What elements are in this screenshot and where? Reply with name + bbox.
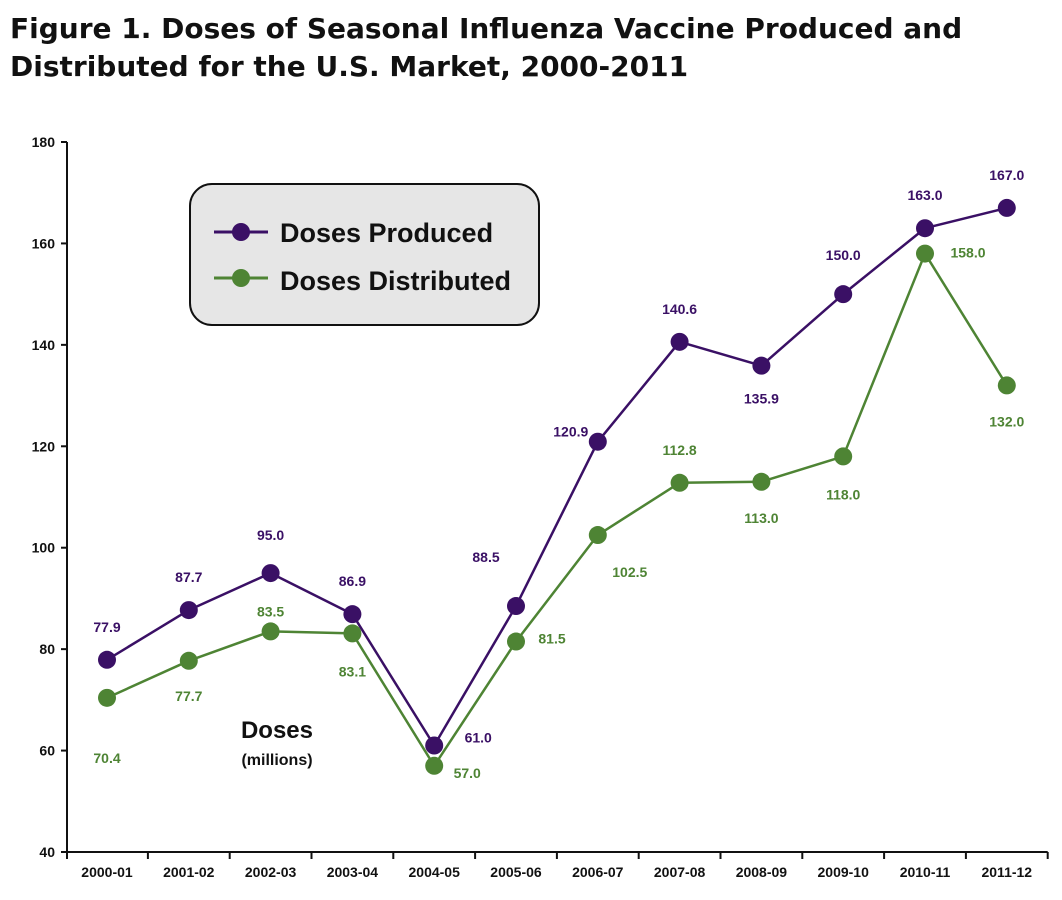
data-point-doses-produced-2008-09	[752, 356, 771, 375]
axes: 40 60 80 100 120 140 160 180 2000-01 2001-02 2002-…	[32, 134, 1049, 880]
data-label-doses-distributed-2003-04: 83.1	[339, 663, 366, 679]
data-label-doses-produced-2006-07: 120.9	[553, 424, 588, 440]
data-point-doses-distributed-2003-04	[343, 624, 362, 643]
data-point-doses-produced-2003-04	[343, 605, 362, 624]
y-tick-label-140: 140	[32, 337, 56, 353]
data-point-doses-distributed-2005-06	[507, 632, 525, 651]
y-tick-label-80: 80	[39, 641, 55, 657]
data-point-doses-produced-2002-03	[261, 564, 280, 583]
data-label-doses-distributed-2005-06: 81.5	[538, 631, 565, 647]
data-point-doses-produced-2000-01	[98, 650, 116, 669]
data-label-doses-produced-2009-10: 150.0	[826, 247, 861, 263]
x-tick-label-2009-10: 2009-10	[818, 864, 870, 880]
legend-label-doses-produced: Doses Produced	[280, 218, 493, 248]
data-label-doses-distributed-2004-05: 57.0	[454, 765, 481, 781]
x-tick-label-2000-01: 2000-01	[81, 864, 133, 880]
legend-swatch-marker-doses-distributed	[232, 269, 250, 287]
data-label-doses-distributed-2006-07: 102.5	[612, 564, 647, 580]
data-point-doses-distributed-2004-05	[425, 756, 444, 775]
y-axis-unit-label: (millions)	[241, 752, 312, 769]
series	[98, 198, 1016, 775]
data-point-doses-distributed-2000-01	[98, 688, 116, 707]
data-point-doses-distributed-2009-10	[834, 447, 853, 466]
x-tick-label-2010-11: 2010-11	[900, 864, 951, 880]
data-label-doses-produced-2003-04: 86.9	[339, 573, 366, 589]
data-label-doses-produced-2005-06: 88.5	[472, 549, 499, 565]
data-label-doses-distributed-2002-03: 83.5	[257, 603, 284, 619]
x-tick-label-2004-05: 2004-05	[409, 864, 461, 880]
y-axis-title: Doses (millions)	[241, 717, 313, 769]
data-point-doses-distributed-2010-11	[916, 244, 934, 263]
data-point-doses-produced-2010-11	[916, 219, 934, 238]
y-tick-label-120: 120	[32, 438, 56, 454]
data-label-doses-produced-2011-12: 167.0	[989, 167, 1024, 183]
data-label-doses-produced-2004-05: 61.0	[465, 730, 492, 746]
y-tick-label-40: 40	[39, 844, 55, 860]
data-point-doses-produced-2011-12	[997, 198, 1016, 217]
legend-swatch-marker-doses-produced	[232, 223, 250, 241]
data-label-doses-produced-2002-03: 95.0	[257, 527, 284, 543]
x-tick-label-2002-03: 2002-03	[245, 864, 297, 880]
data-label-doses-produced-2007-08: 140.6	[662, 301, 697, 317]
data-label-doses-distributed-2010-11: 158.0	[950, 245, 985, 261]
series-line-doses-distributed	[106, 252, 1008, 768]
data-point-doses-distributed-2007-08	[670, 473, 689, 492]
y-tick-label-180: 180	[32, 134, 56, 150]
data-point-doses-produced-2005-06	[507, 597, 525, 616]
data-label-doses-produced-2001-02: 87.7	[175, 569, 202, 585]
x-tick-label-2003-04: 2003-04	[327, 864, 379, 880]
data-point-doses-produced-2006-07	[588, 432, 607, 451]
chart-title: Figure 1. Doses of Seasonal Influenza Va…	[10, 12, 963, 83]
x-tick-label-2011-12: 2011-12	[981, 864, 1032, 880]
data-point-doses-produced-2001-02	[179, 601, 198, 620]
x-tick-label-2006-07: 2006-07	[572, 864, 624, 880]
y-tick-label-160: 160	[32, 235, 56, 251]
legend-box	[189, 183, 540, 326]
data-point-doses-produced-2004-05	[425, 736, 444, 755]
data-label-doses-distributed-2009-10: 118.0	[826, 486, 860, 502]
data-point-doses-distributed-2008-09	[752, 472, 771, 491]
data-labels: 77.9 87.7 95.0 86.9 61.0 88.5 120.9 140.6 135.9 1…	[93, 167, 1024, 781]
data-label-doses-produced-2000-01: 77.9	[93, 619, 120, 635]
y-axis-label: Doses	[241, 717, 313, 744]
data-label-doses-produced-2010-11: 163.0	[907, 187, 942, 203]
data-label-doses-distributed-2007-08: 112.8	[662, 442, 696, 458]
x-tick-label-2001-02: 2001-02	[163, 864, 215, 880]
data-point-doses-produced-2009-10	[834, 285, 853, 304]
series-line-doses-produced	[106, 206, 1008, 747]
data-point-doses-distributed-2006-07	[588, 526, 607, 545]
data-label-doses-distributed-2008-09: 113.0	[744, 510, 778, 526]
x-tick-label-2007-08: 2007-08	[654, 864, 706, 880]
data-label-doses-distributed-2001-02: 77.7	[175, 688, 202, 704]
x-tick-label-2005-06: 2005-06	[490, 864, 542, 880]
data-label-doses-distributed-2011-12: 132.0	[989, 413, 1024, 429]
data-point-doses-distributed-2011-12	[997, 376, 1016, 395]
data-point-doses-distributed-2001-02	[179, 651, 198, 670]
data-point-doses-distributed-2002-03	[261, 622, 280, 641]
data-label-doses-produced-2008-09: 135.9	[744, 391, 779, 407]
y-tick-label-100: 100	[32, 540, 56, 556]
x-tick-label-2008-09: 2008-09	[736, 864, 788, 880]
data-point-doses-produced-2007-08	[670, 332, 689, 351]
data-label-doses-distributed-2000-01: 70.4	[93, 750, 120, 766]
legend-label-doses-distributed: Doses Distributed	[280, 266, 511, 296]
legend: Doses Produced Doses Distributed	[189, 183, 540, 326]
y-tick-label-60: 60	[39, 743, 55, 759]
